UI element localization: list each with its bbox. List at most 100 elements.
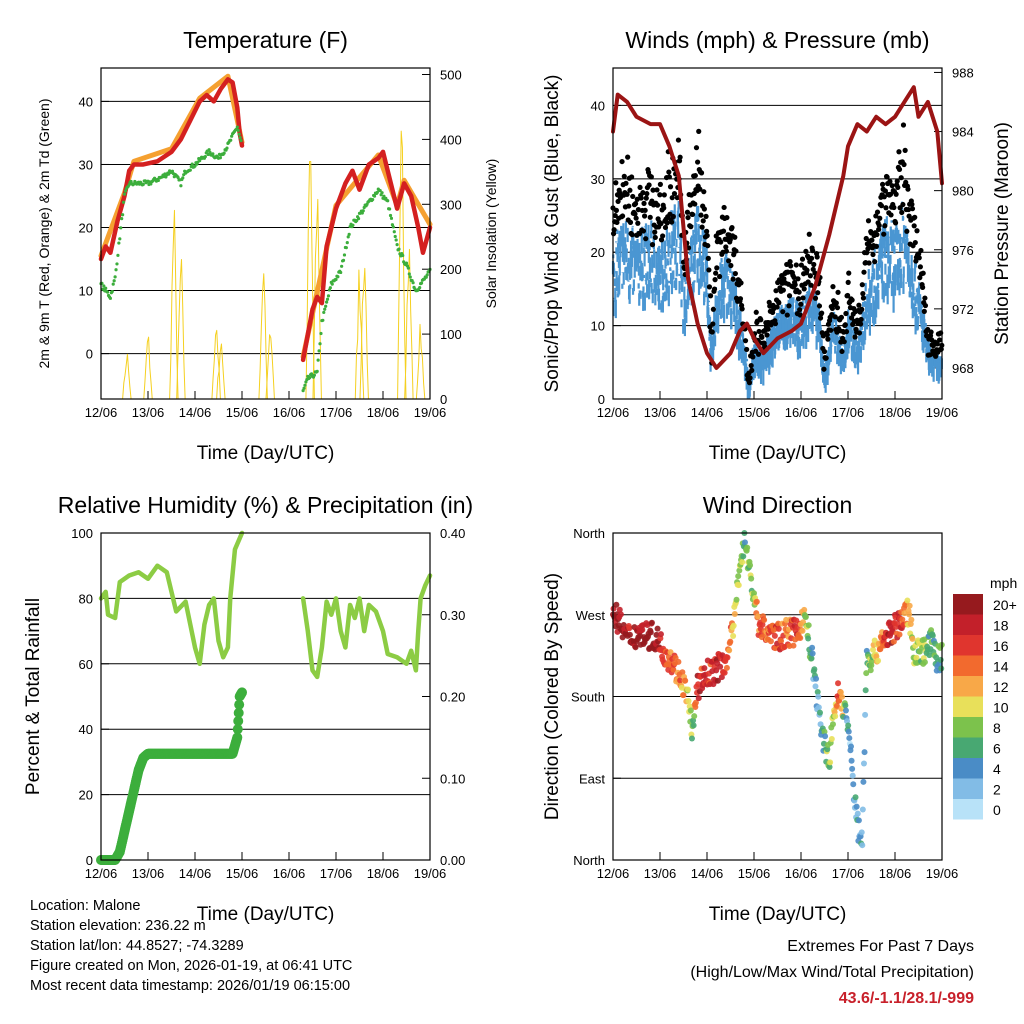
dewpoint-point bbox=[407, 272, 411, 276]
gust-point bbox=[698, 212, 704, 218]
extremes: Extremes For Past 7 Days (High/Low/Max W… bbox=[690, 934, 974, 1012]
gust-point bbox=[652, 229, 658, 235]
gust-point bbox=[667, 184, 674, 190]
gust-point bbox=[872, 259, 878, 265]
dewpoint-point bbox=[339, 270, 343, 275]
wind-direction-point bbox=[767, 638, 774, 645]
gust-point bbox=[611, 227, 617, 233]
wind-direction-point bbox=[816, 709, 823, 716]
x-tick-label: 12/06 bbox=[597, 405, 630, 420]
gust-point bbox=[693, 145, 700, 151]
dewpoint-point bbox=[356, 217, 361, 221]
wind-direction-point bbox=[811, 666, 818, 673]
wind-direction-point bbox=[730, 633, 737, 640]
gust-point bbox=[865, 218, 872, 224]
wind-direction-point bbox=[801, 606, 808, 613]
wind-direction-point bbox=[680, 692, 687, 699]
gust-point bbox=[841, 339, 847, 345]
gust-point bbox=[661, 205, 667, 211]
x-tick-label: 16/06 bbox=[785, 405, 818, 420]
x-axis-label: Time (Day/UTC) bbox=[709, 904, 847, 925]
gust-point bbox=[812, 295, 819, 301]
wind-direction-point bbox=[838, 693, 845, 700]
y-right-tick-label: 968 bbox=[952, 361, 974, 376]
colorbar-swatch bbox=[953, 676, 983, 697]
x-tick-label: 18/06 bbox=[879, 866, 912, 881]
gust-point bbox=[619, 158, 625, 165]
gust-point bbox=[625, 154, 631, 160]
gust-point bbox=[839, 348, 845, 355]
gust-point bbox=[703, 213, 709, 219]
wind-direction-point bbox=[832, 713, 839, 720]
y-right-tick-label: 988 bbox=[952, 65, 974, 80]
wind-direction-point bbox=[692, 703, 699, 710]
gust-point bbox=[714, 265, 720, 271]
gust-point bbox=[699, 224, 705, 230]
gust-point bbox=[666, 174, 673, 180]
gust-point bbox=[728, 262, 734, 269]
dewpoint-point bbox=[355, 219, 359, 223]
y-axis-right-label: Solar Insolation (Yellow) bbox=[483, 159, 499, 309]
gust-point bbox=[933, 353, 939, 359]
x-tick-label: 13/06 bbox=[132, 405, 165, 420]
dewpoint-point bbox=[408, 275, 412, 279]
gust-point bbox=[712, 277, 718, 283]
x-tick-label: 18/06 bbox=[367, 405, 400, 420]
dewpoint-point bbox=[179, 184, 183, 188]
wind-direction-point bbox=[828, 736, 835, 743]
extremes-values: 43.6/-1.1/28.1/-999 bbox=[838, 990, 974, 1007]
dewpoint-point bbox=[309, 372, 314, 376]
gust-point bbox=[823, 355, 829, 361]
gust-point bbox=[803, 248, 809, 254]
wind-direction-point bbox=[717, 663, 724, 670]
gust-point bbox=[738, 280, 744, 286]
x-tick-label: 15/06 bbox=[226, 405, 259, 420]
wind-direction-point bbox=[613, 601, 620, 608]
wind-direction-point bbox=[937, 656, 944, 663]
wind-direction-point bbox=[842, 707, 849, 714]
panel-2: Relative Humidity (%) & Precipitation (i… bbox=[23, 492, 473, 925]
gust-point bbox=[629, 232, 635, 238]
wind-direction-point bbox=[835, 680, 842, 687]
gust-point bbox=[795, 296, 802, 302]
dewpoint-point bbox=[375, 190, 379, 194]
gust-point bbox=[724, 214, 730, 221]
x-tick-label: 17/06 bbox=[832, 405, 865, 420]
wind-direction-point bbox=[904, 597, 911, 604]
precipitation-point bbox=[234, 699, 245, 710]
colorbar-swatch bbox=[953, 717, 983, 738]
gust-point bbox=[799, 256, 806, 262]
gust-point bbox=[808, 255, 815, 261]
colorbar-swatch bbox=[953, 696, 983, 717]
wind-direction-point bbox=[845, 728, 852, 735]
gust-point bbox=[671, 190, 678, 197]
solar-insolation-spike bbox=[265, 334, 275, 400]
dewpoint-point bbox=[341, 258, 346, 262]
gust-point bbox=[812, 270, 818, 276]
wind-direction-point bbox=[739, 559, 746, 566]
gust-point bbox=[787, 258, 793, 265]
gust-point bbox=[811, 261, 817, 268]
x-tick-label: 19/06 bbox=[926, 405, 959, 420]
wind-direction-point bbox=[848, 743, 855, 750]
gust-point bbox=[920, 284, 926, 290]
wind-direction-point bbox=[688, 735, 695, 742]
x-tick-label: 14/06 bbox=[691, 866, 724, 881]
plot-frame bbox=[612, 67, 943, 400]
gust-point bbox=[936, 337, 943, 343]
colorbar-label: 2 bbox=[993, 782, 1001, 798]
gust-point bbox=[706, 267, 712, 273]
dewpoint-point bbox=[326, 294, 331, 298]
gust-point bbox=[718, 239, 724, 245]
gust-point bbox=[798, 262, 804, 268]
gust-point bbox=[909, 206, 916, 212]
y-right-tick-label: 980 bbox=[952, 184, 974, 199]
gust-point bbox=[797, 307, 803, 313]
temperature-9m-line bbox=[98, 73, 245, 259]
data-timestamp: Most recent data timestamp: 2026/01/19 0… bbox=[30, 978, 351, 994]
wind-direction-point bbox=[753, 598, 760, 605]
gust-point bbox=[899, 209, 905, 216]
wind-direction-point bbox=[775, 625, 782, 632]
gust-point bbox=[784, 312, 790, 318]
colorbar-swatch bbox=[953, 778, 983, 799]
